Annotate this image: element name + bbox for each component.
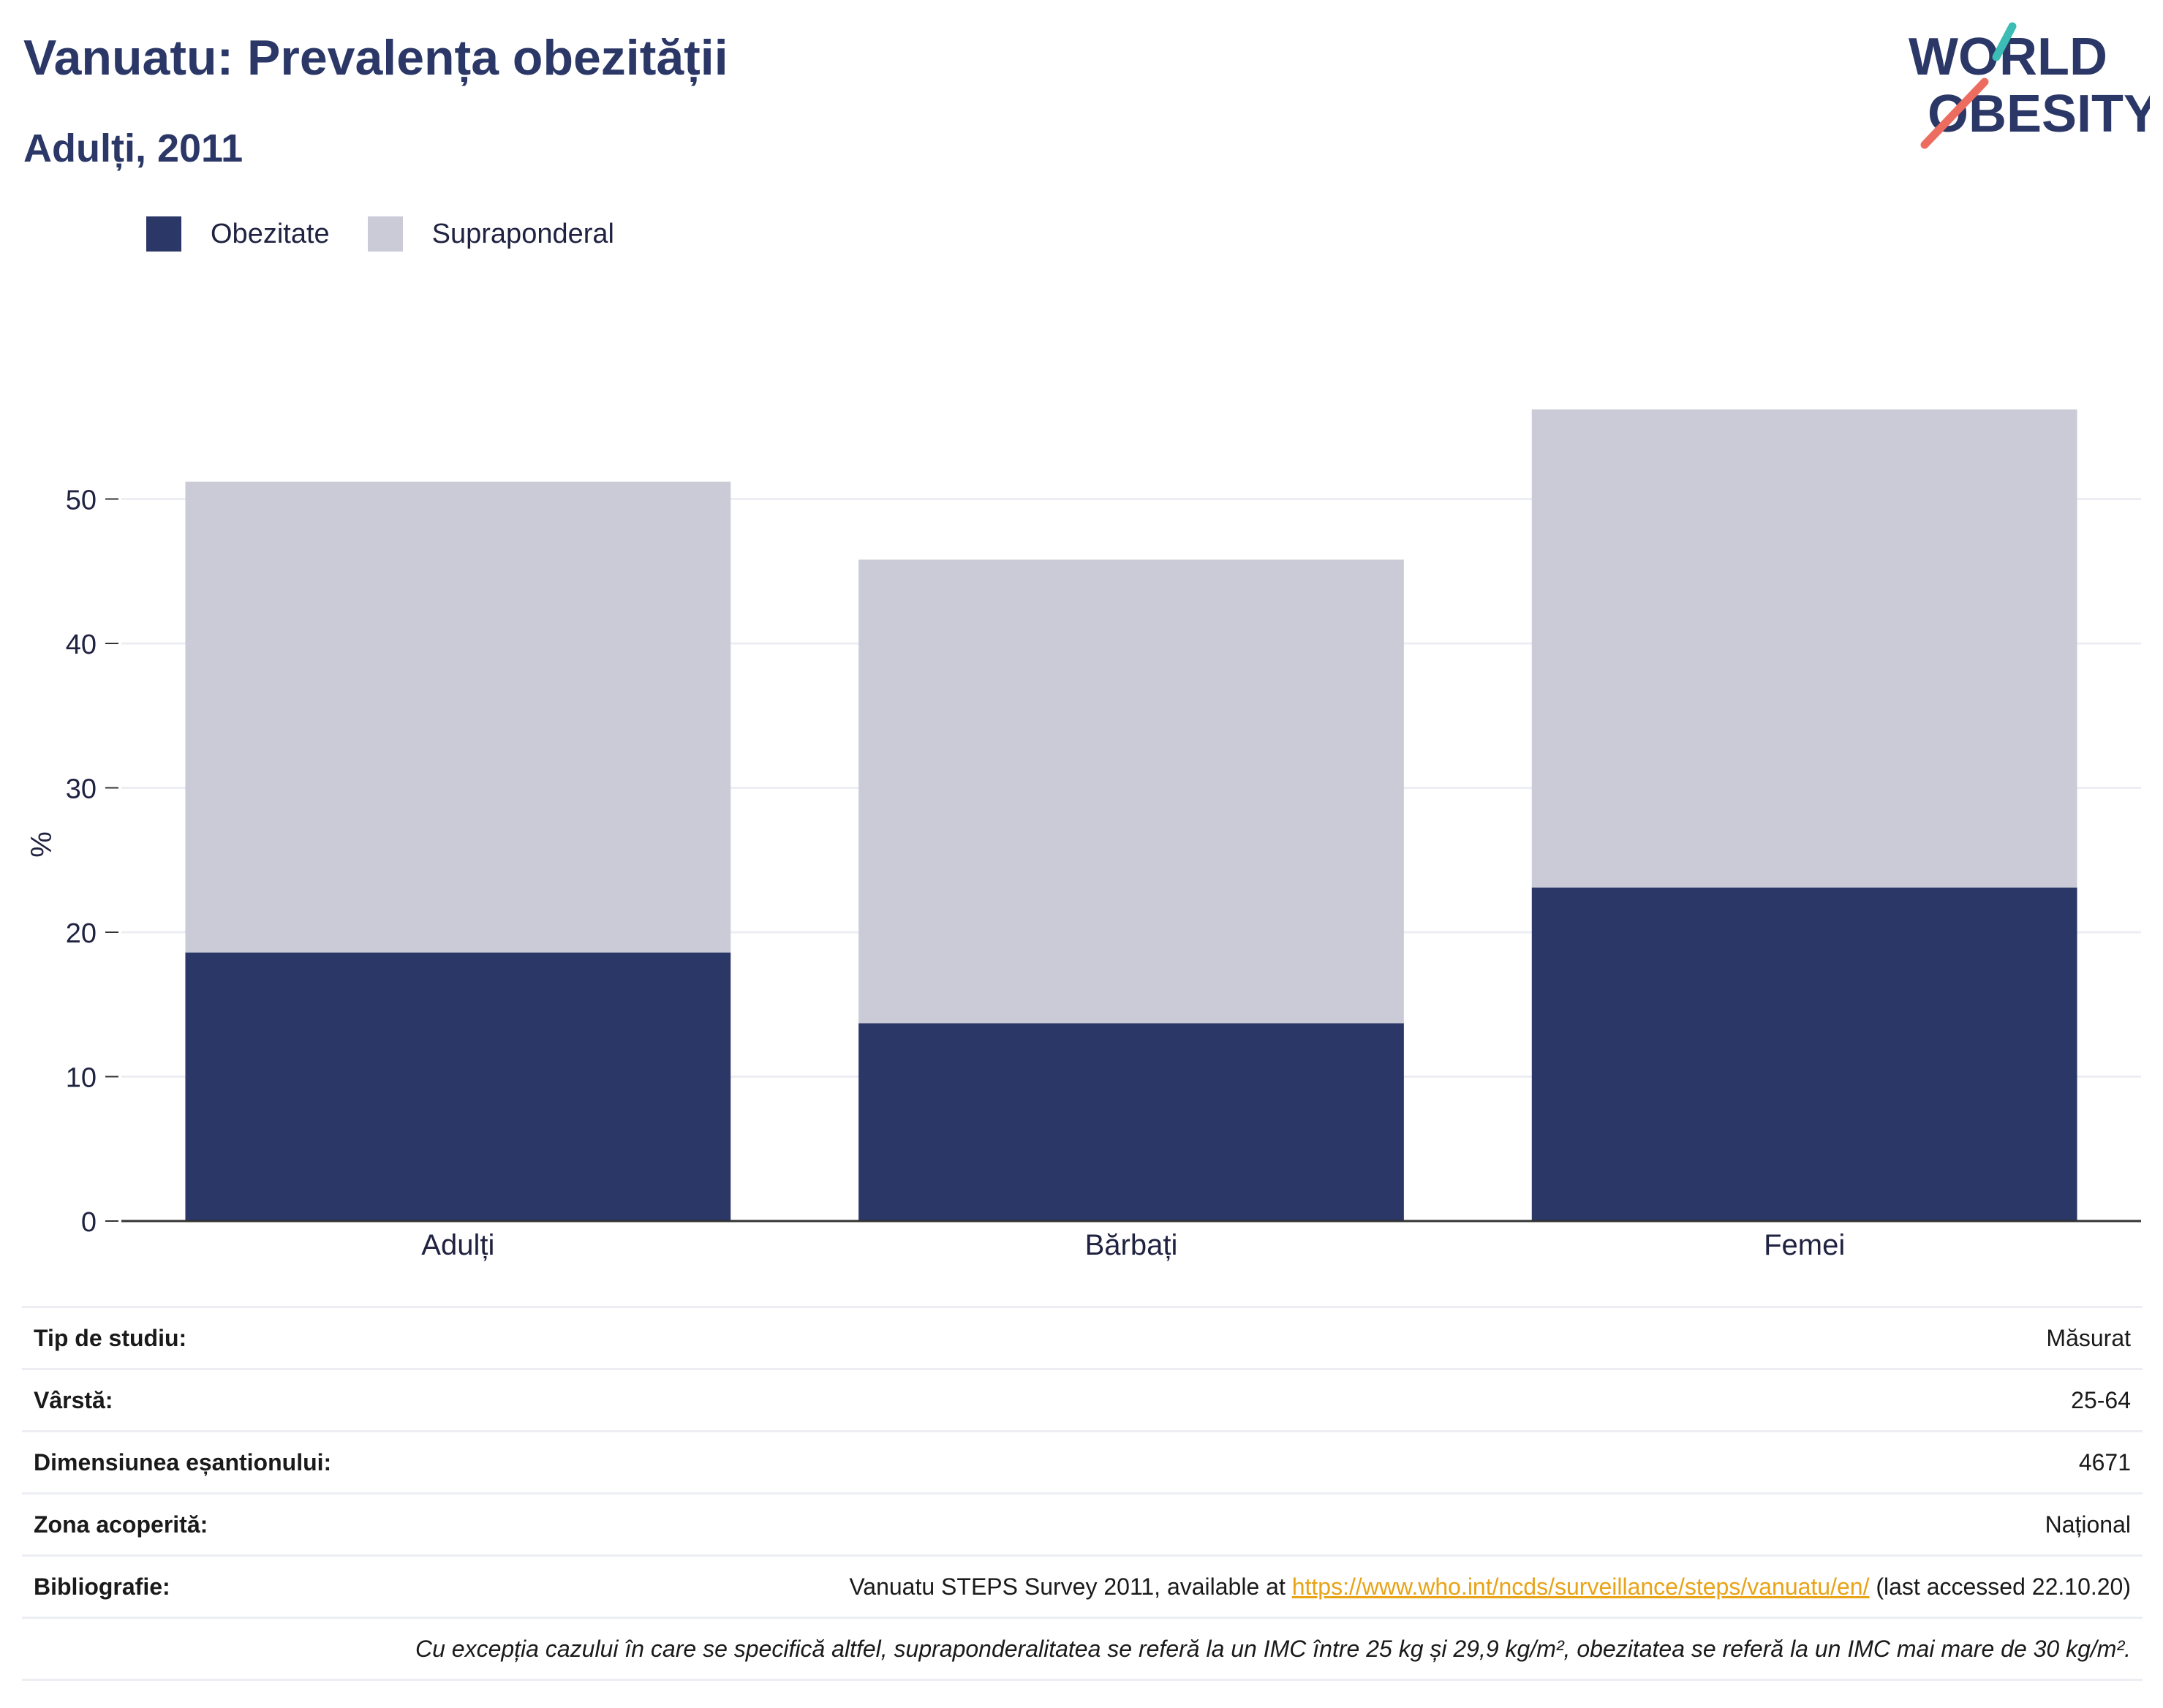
info-value: Național xyxy=(440,1492,2143,1556)
bibliography-value: Vanuatu STEPS Survey 2011, available at … xyxy=(440,1554,2143,1618)
bibliography-link[interactable]: https://www.who.int/ncds/surveillance/st… xyxy=(1291,1573,1870,1600)
page-subtitle: Adulți, 2011 xyxy=(23,126,244,170)
info-row-study-type: Tip de studiu: Măsurat xyxy=(22,1306,2143,1369)
info-value: 4671 xyxy=(440,1430,2143,1494)
info-value: 25-64 xyxy=(440,1368,2143,1432)
info-row-coverage: Zona acoperită: Național xyxy=(22,1492,2143,1556)
x-tick-label: Femei xyxy=(1764,1229,1845,1261)
legend-swatch-supraponderal xyxy=(367,216,403,252)
info-label: Zona acoperită: xyxy=(22,1492,441,1556)
legend-item-supraponderal[interactable]: Supraponderal xyxy=(367,216,614,252)
logo-slash-coral xyxy=(1920,78,1989,149)
bar-obezitate-2 xyxy=(1531,887,2077,1221)
stacked-bar-chart: 0 10 20 30 40 50% Adulți Bărbați Femei xyxy=(26,409,2141,1261)
page-title: Vanuatu: Prevalența obezității xyxy=(23,30,728,86)
y-tick-label: 30 xyxy=(66,774,97,804)
definition-note: Cu excepția cazului în care se specifică… xyxy=(22,1617,2143,1681)
chart-legend: Obezitate Supraponderal xyxy=(146,216,652,252)
study-info-table: Tip de studiu: Măsurat Vârstă: 25-64 Dim… xyxy=(22,1306,2143,1681)
legend-label-supraponderal: Supraponderal xyxy=(431,218,614,249)
y-tick-label: 40 xyxy=(66,630,97,660)
logo-slash-teal xyxy=(1992,22,2017,61)
bar-obezitate-0 xyxy=(185,952,731,1221)
logo-text-obesity: OBESITY xyxy=(1928,85,2150,143)
y-tick-label: 0 xyxy=(81,1207,97,1238)
info-value: Măsurat xyxy=(440,1306,2143,1369)
info-row-bibliography: Bibliografie: Vanuatu STEPS Survey 2011,… xyxy=(22,1554,2143,1618)
legend-swatch-obezitate xyxy=(146,216,181,252)
info-row-note: Cu excepția cazului în care se specifică… xyxy=(22,1617,2143,1681)
x-tick-label: Adulți xyxy=(421,1229,494,1261)
info-label: Tip de studiu: xyxy=(22,1306,441,1369)
y-axis-label: % xyxy=(26,831,58,858)
bar-supraponderal-0 xyxy=(185,481,731,953)
y-tick-label: 10 xyxy=(66,1062,97,1093)
info-row-sample-size: Dimensiunea eșantionului: 4671 xyxy=(22,1430,2143,1494)
legend-item-obezitate[interactable]: Obezitate xyxy=(146,216,330,252)
bar-supraponderal-2 xyxy=(1531,409,2077,888)
bar-obezitate-1 xyxy=(858,1023,1404,1221)
y-tick-label: 50 xyxy=(66,485,97,515)
y-tick-label: 20 xyxy=(66,918,97,949)
x-tick-label: Bărbați xyxy=(1085,1229,1178,1261)
legend-label-obezitate: Obezitate xyxy=(211,218,330,249)
world-obesity-logo: WORLD OBESITY xyxy=(1909,22,2150,149)
info-label: Vârstă: xyxy=(22,1368,441,1432)
bibliography-suffix: (last accessed 22.10.20) xyxy=(1869,1573,2131,1600)
info-row-age: Vârstă: 25-64 xyxy=(22,1368,2143,1432)
info-label: Dimensiunea eșantionului: xyxy=(22,1430,441,1494)
bibliography-prefix: Vanuatu STEPS Survey 2011, available at xyxy=(849,1573,1292,1600)
bar-supraponderal-1 xyxy=(858,559,1404,1024)
info-label: Bibliografie: xyxy=(22,1554,441,1618)
